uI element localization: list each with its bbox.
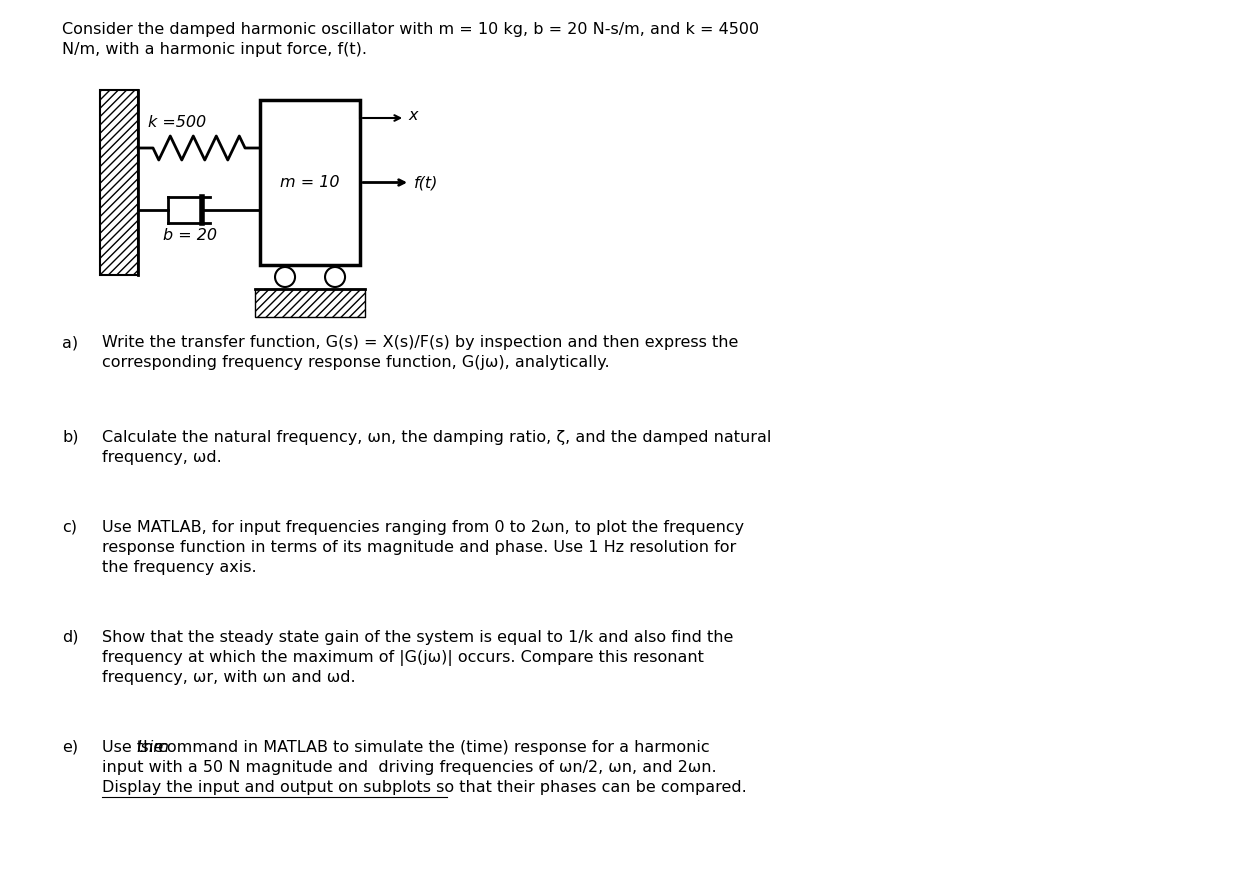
Text: m = 10: m = 10	[280, 175, 339, 190]
Text: command in MATLAB to simulate the (time) response for a harmonic: command in MATLAB to simulate the (time)…	[153, 740, 710, 755]
Text: frequency, ωr, with ωn and ωd.: frequency, ωr, with ωn and ωd.	[102, 670, 355, 685]
Text: k =500: k =500	[148, 115, 206, 130]
Bar	[100, 90, 138, 275]
Text: x: x	[408, 109, 417, 124]
Text: response function in terms of its magnitude and phase. Use 1 Hz resolution for: response function in terms of its magnit…	[102, 540, 737, 555]
Text: the frequency axis.: the frequency axis.	[102, 560, 257, 575]
Text: Calculate the natural frequency, ωn, the damping ratio, ζ, and the damped natura: Calculate the natural frequency, ωn, the…	[102, 430, 771, 445]
Text: b = 20: b = 20	[163, 228, 217, 243]
Text: N/m, with a harmonic input force, f(t).: N/m, with a harmonic input force, f(t).	[62, 42, 366, 57]
Text: e): e)	[62, 740, 78, 755]
Circle shape	[275, 267, 295, 287]
Text: lsim: lsim	[136, 740, 169, 755]
Bar	[260, 100, 360, 265]
Text: input with a 50 N magnitude and  driving frequencies of ωn/2, ωn, and 2ωn.: input with a 50 N magnitude and driving …	[102, 760, 717, 775]
Text: f(t): f(t)	[415, 175, 438, 190]
Bar	[255, 289, 365, 317]
Text: Write the transfer function, G(s) = X(s)/F(s) by inspection and then express the: Write the transfer function, G(s) = X(s)…	[102, 335, 738, 350]
Text: a): a)	[62, 335, 78, 350]
Text: frequency at which the maximum of |G(jω)| occurs. Compare this resonant: frequency at which the maximum of |G(jω)…	[102, 650, 703, 666]
Text: Display the input and output on subplots so that their phases can be compared.: Display the input and output on subplots…	[102, 780, 747, 795]
Text: c): c)	[62, 520, 77, 535]
Text: frequency, ωd.: frequency, ωd.	[102, 450, 222, 465]
Text: corresponding frequency response function, G(jω), analytically.: corresponding frequency response functio…	[102, 355, 610, 370]
Text: Show that the steady state gain of the system is equal to 1/k and also find the: Show that the steady state gain of the s…	[102, 630, 733, 645]
Text: Consider the damped harmonic oscillator with m = 10 kg, b = 20 N-s/m, and k = 45: Consider the damped harmonic oscillator …	[62, 22, 759, 37]
Circle shape	[325, 267, 346, 287]
Text: d): d)	[62, 630, 79, 645]
Text: Use the: Use the	[102, 740, 168, 755]
Text: Use MATLAB, for input frequencies ranging from 0 to 2ωn, to plot the frequency: Use MATLAB, for input frequencies rangin…	[102, 520, 744, 535]
Text: b): b)	[62, 430, 79, 445]
